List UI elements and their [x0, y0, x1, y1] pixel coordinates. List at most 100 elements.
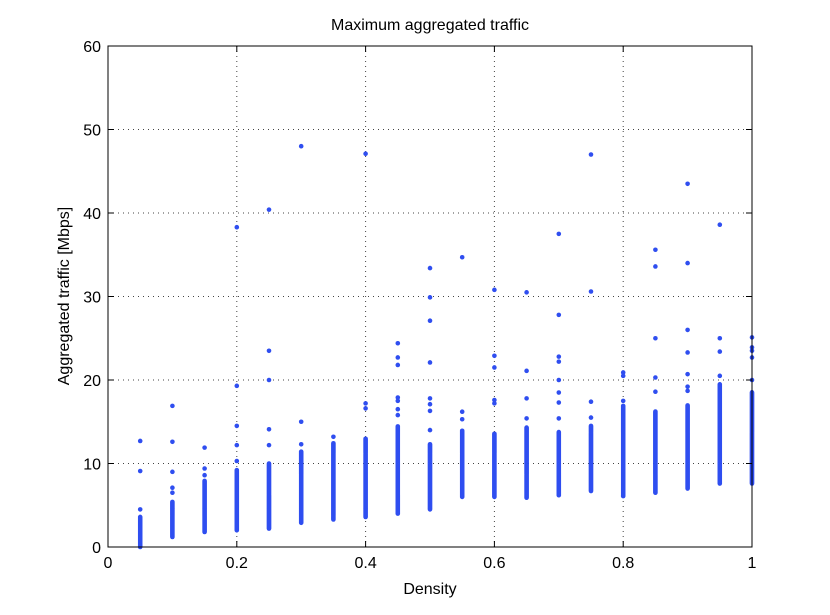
data-point-outlier — [266, 442, 272, 448]
data-point-outlier — [459, 254, 465, 260]
data-point — [427, 441, 433, 447]
data-point — [588, 423, 594, 429]
data-point-outlier — [202, 445, 207, 450]
data-point-outlier — [524, 290, 529, 295]
y-tick-label: 50 — [83, 123, 101, 140]
data-point — [266, 461, 272, 466]
data-point-outlier — [395, 362, 401, 368]
data-point — [234, 467, 240, 473]
data-point-outlier — [717, 222, 723, 227]
data-point-outlier — [298, 143, 304, 149]
data-point-outlier — [427, 427, 433, 433]
x-tick-label: 0 — [104, 555, 113, 572]
data-point-outlier — [685, 260, 690, 266]
data-point-outlier — [588, 399, 594, 405]
data-point-outlier — [427, 295, 433, 300]
data-point-outlier — [395, 395, 401, 400]
data-point-outlier — [685, 327, 690, 333]
data-point-outlier — [234, 442, 240, 448]
data-point-outlier — [620, 373, 626, 379]
data-point — [524, 425, 529, 430]
data-point-outlier — [685, 371, 690, 377]
data-point — [556, 429, 562, 435]
data-point-outlier — [653, 247, 658, 253]
data-point-outlier — [717, 335, 723, 341]
y-tick-label: 60 — [83, 39, 101, 56]
data-point — [363, 436, 368, 442]
data-point-outlier — [620, 370, 626, 375]
data-point-outlier — [427, 396, 433, 401]
data-point-outlier — [492, 365, 497, 370]
data-point-outlier — [266, 348, 272, 354]
data-point-outlier — [137, 468, 143, 474]
data-point — [459, 428, 465, 434]
data-point-outlier — [170, 490, 175, 496]
data-point — [492, 431, 497, 437]
data-point-outlier — [170, 469, 175, 475]
data-point-outlier — [653, 375, 658, 380]
data-point-outlier — [685, 181, 690, 187]
data-point-outlier — [556, 354, 562, 359]
data-point-outlier — [266, 426, 272, 432]
y-tick-label: 0 — [92, 540, 101, 557]
data-point-outlier — [685, 384, 690, 389]
data-points — [137, 143, 755, 550]
data-point-outlier — [620, 398, 626, 404]
data-point-outlier — [685, 350, 690, 355]
data-point-outlier — [524, 368, 529, 374]
data-point-outlier — [266, 377, 272, 383]
data-point-outlier — [331, 434, 336, 440]
data-point-outlier — [588, 289, 594, 294]
data-point-outlier — [427, 318, 433, 324]
data-point-outlier — [459, 409, 465, 415]
data-point-outlier — [717, 349, 723, 354]
data-point-outlier — [395, 355, 401, 360]
x-tick-label: 0.8 — [612, 555, 634, 572]
data-point-outlier — [137, 507, 143, 512]
x-axis: 0 0.2 0.4 0.6 0.8 1 — [104, 46, 757, 572]
data-point-outlier — [395, 398, 401, 404]
x-tick-label: 0.6 — [483, 555, 505, 572]
y-tick-label: 30 — [83, 290, 101, 307]
data-point-outlier — [524, 416, 529, 421]
data-point-outlier — [170, 403, 175, 409]
data-point-outlier — [556, 390, 562, 395]
chart-title: Maximum aggregated traffic — [331, 17, 529, 34]
x-tick-label: 1 — [748, 555, 757, 572]
data-point-outlier — [492, 401, 497, 406]
data-point-outlier — [298, 441, 304, 447]
data-point — [653, 409, 658, 414]
data-point-outlier — [266, 207, 272, 212]
data-point — [298, 449, 304, 454]
data-point — [620, 403, 626, 409]
data-point-outlier — [556, 400, 562, 405]
data-point-outlier — [459, 416, 465, 422]
x-tick-label: 0.4 — [354, 555, 376, 572]
data-point-outlier — [363, 406, 368, 411]
y-tick-label: 20 — [83, 373, 101, 390]
y-tick-label: 40 — [83, 206, 101, 223]
data-point-outlier — [395, 412, 401, 418]
data-point-outlier — [202, 466, 207, 471]
data-point-outlier — [556, 231, 562, 237]
x-tick-label: 0.2 — [226, 555, 248, 572]
data-point-outlier — [234, 423, 240, 429]
data-point-outlier — [524, 396, 529, 401]
data-point-outlier — [492, 397, 497, 403]
data-point-outlier — [202, 472, 207, 478]
data-point-outlier — [298, 419, 304, 425]
data-point-outlier — [170, 485, 175, 491]
data-point-outlier — [363, 401, 368, 406]
data-point-outlier — [653, 264, 658, 269]
data-point-outlier — [556, 416, 562, 421]
data-point-outlier — [234, 224, 240, 230]
data-point-outlier — [556, 377, 562, 383]
data-point-outlier — [137, 438, 143, 444]
data-point — [331, 440, 336, 446]
data-point — [395, 424, 401, 429]
data-point-outlier — [427, 408, 433, 414]
data-point-outlier — [653, 335, 658, 341]
data-point-outlier — [427, 401, 433, 407]
data-point-outlier — [685, 388, 690, 394]
